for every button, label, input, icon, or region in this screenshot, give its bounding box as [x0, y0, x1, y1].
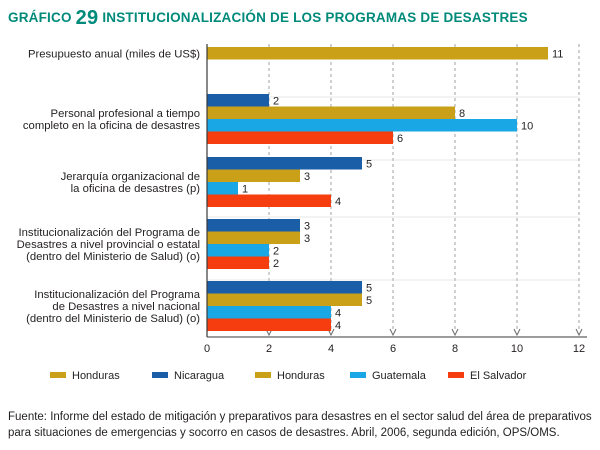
bar-value-label: 6 — [397, 133, 403, 145]
category-label: (dentro del Ministerio de Salud) (o) — [26, 313, 200, 325]
category-label: Institucionalización del Programa — [34, 289, 200, 301]
bar — [207, 182, 238, 195]
bar — [207, 256, 269, 269]
bar — [207, 281, 362, 294]
x-tick-label: 4 — [328, 343, 334, 355]
bar-value-label: 3 — [304, 171, 310, 183]
x-tick-label: 2 — [266, 343, 272, 355]
chart-title: GRÁFICO 29 INSTITUCIONALIZACIÓN DE LOS PRO… — [8, 7, 598, 30]
category-label: Institucionalización del Programa de — [19, 227, 200, 239]
bar-value-label: 4 — [335, 196, 341, 208]
bar-value-label: 11 — [552, 49, 563, 61]
bar — [207, 231, 300, 244]
title-prefix: GRÁFICO — [8, 10, 72, 25]
bar — [207, 194, 331, 207]
category-label: Jerarquía organizacional de — [61, 171, 200, 183]
bar-value-label: 2 — [273, 96, 279, 108]
bar-value-label: 4 — [335, 320, 341, 332]
bar — [207, 219, 300, 232]
category-label: Personal profesional a tiempo — [51, 108, 200, 120]
legend-swatch — [50, 372, 66, 378]
gridline-arrow — [389, 328, 397, 337]
bar — [207, 94, 269, 107]
legend-swatch — [448, 372, 464, 378]
category-label: Desastres a nivel provincial o estatal — [17, 239, 200, 251]
bar-value-label: 2 — [273, 246, 279, 258]
bar-value-label: 2 — [273, 258, 279, 270]
x-tick-label: 0 — [204, 343, 210, 355]
bar — [207, 318, 331, 331]
category-label: la oficina de desastres (p) — [71, 183, 201, 195]
legend-label: Honduras — [72, 370, 120, 382]
bar-value-label: 3 — [304, 233, 310, 245]
gridline-arrow — [575, 328, 583, 337]
x-tick-label: 12 — [573, 343, 585, 355]
bar — [207, 119, 517, 132]
bar-value-label: 3 — [304, 221, 310, 233]
bar — [207, 169, 300, 182]
bar — [207, 131, 393, 144]
category-label: Presupuesto anual (miles de US$) — [28, 48, 200, 60]
category-label: de Desastres a nivel nacional — [52, 301, 200, 313]
legend-swatch — [350, 372, 366, 378]
bar-value-label: 1 — [242, 184, 248, 196]
bar-value-label: 5 — [366, 295, 372, 307]
gridline-arrow — [451, 328, 459, 337]
legend-label: Nicaragua — [174, 370, 225, 382]
legend-label: Guatemala — [372, 370, 427, 382]
category-label: (dentro del Ministerio de Salud) (o) — [26, 251, 200, 263]
bar-value-label: 10 — [521, 121, 533, 133]
x-tick-label: 8 — [452, 343, 458, 355]
bar — [207, 47, 548, 60]
bar-value-label: 4 — [335, 308, 341, 320]
bar — [207, 306, 331, 319]
bar — [207, 106, 455, 119]
source-note: Fuente: Informe del estado de mitigación… — [8, 411, 592, 439]
x-tick-label: 6 — [390, 343, 396, 355]
legend-swatch — [152, 372, 168, 378]
bar-value-label: 5 — [366, 283, 372, 295]
bar — [207, 293, 362, 306]
legend-swatch — [255, 372, 271, 378]
legend-label: El Salvador — [470, 370, 527, 382]
title-text: INSTITUCIONALIZACIÓN DE LOS PROGRAMAS DE… — [102, 10, 528, 25]
x-tick-label: 10 — [511, 343, 523, 355]
category-label: completo en la oficina de desastres — [23, 120, 200, 132]
bar-value-label: 5 — [366, 159, 372, 171]
bar — [207, 244, 269, 257]
legend-label: Honduras — [277, 370, 325, 382]
title-number: 29 — [75, 7, 99, 29]
bar — [207, 157, 362, 170]
gridline-arrow — [513, 328, 521, 337]
bar-value-label: 8 — [459, 108, 465, 120]
